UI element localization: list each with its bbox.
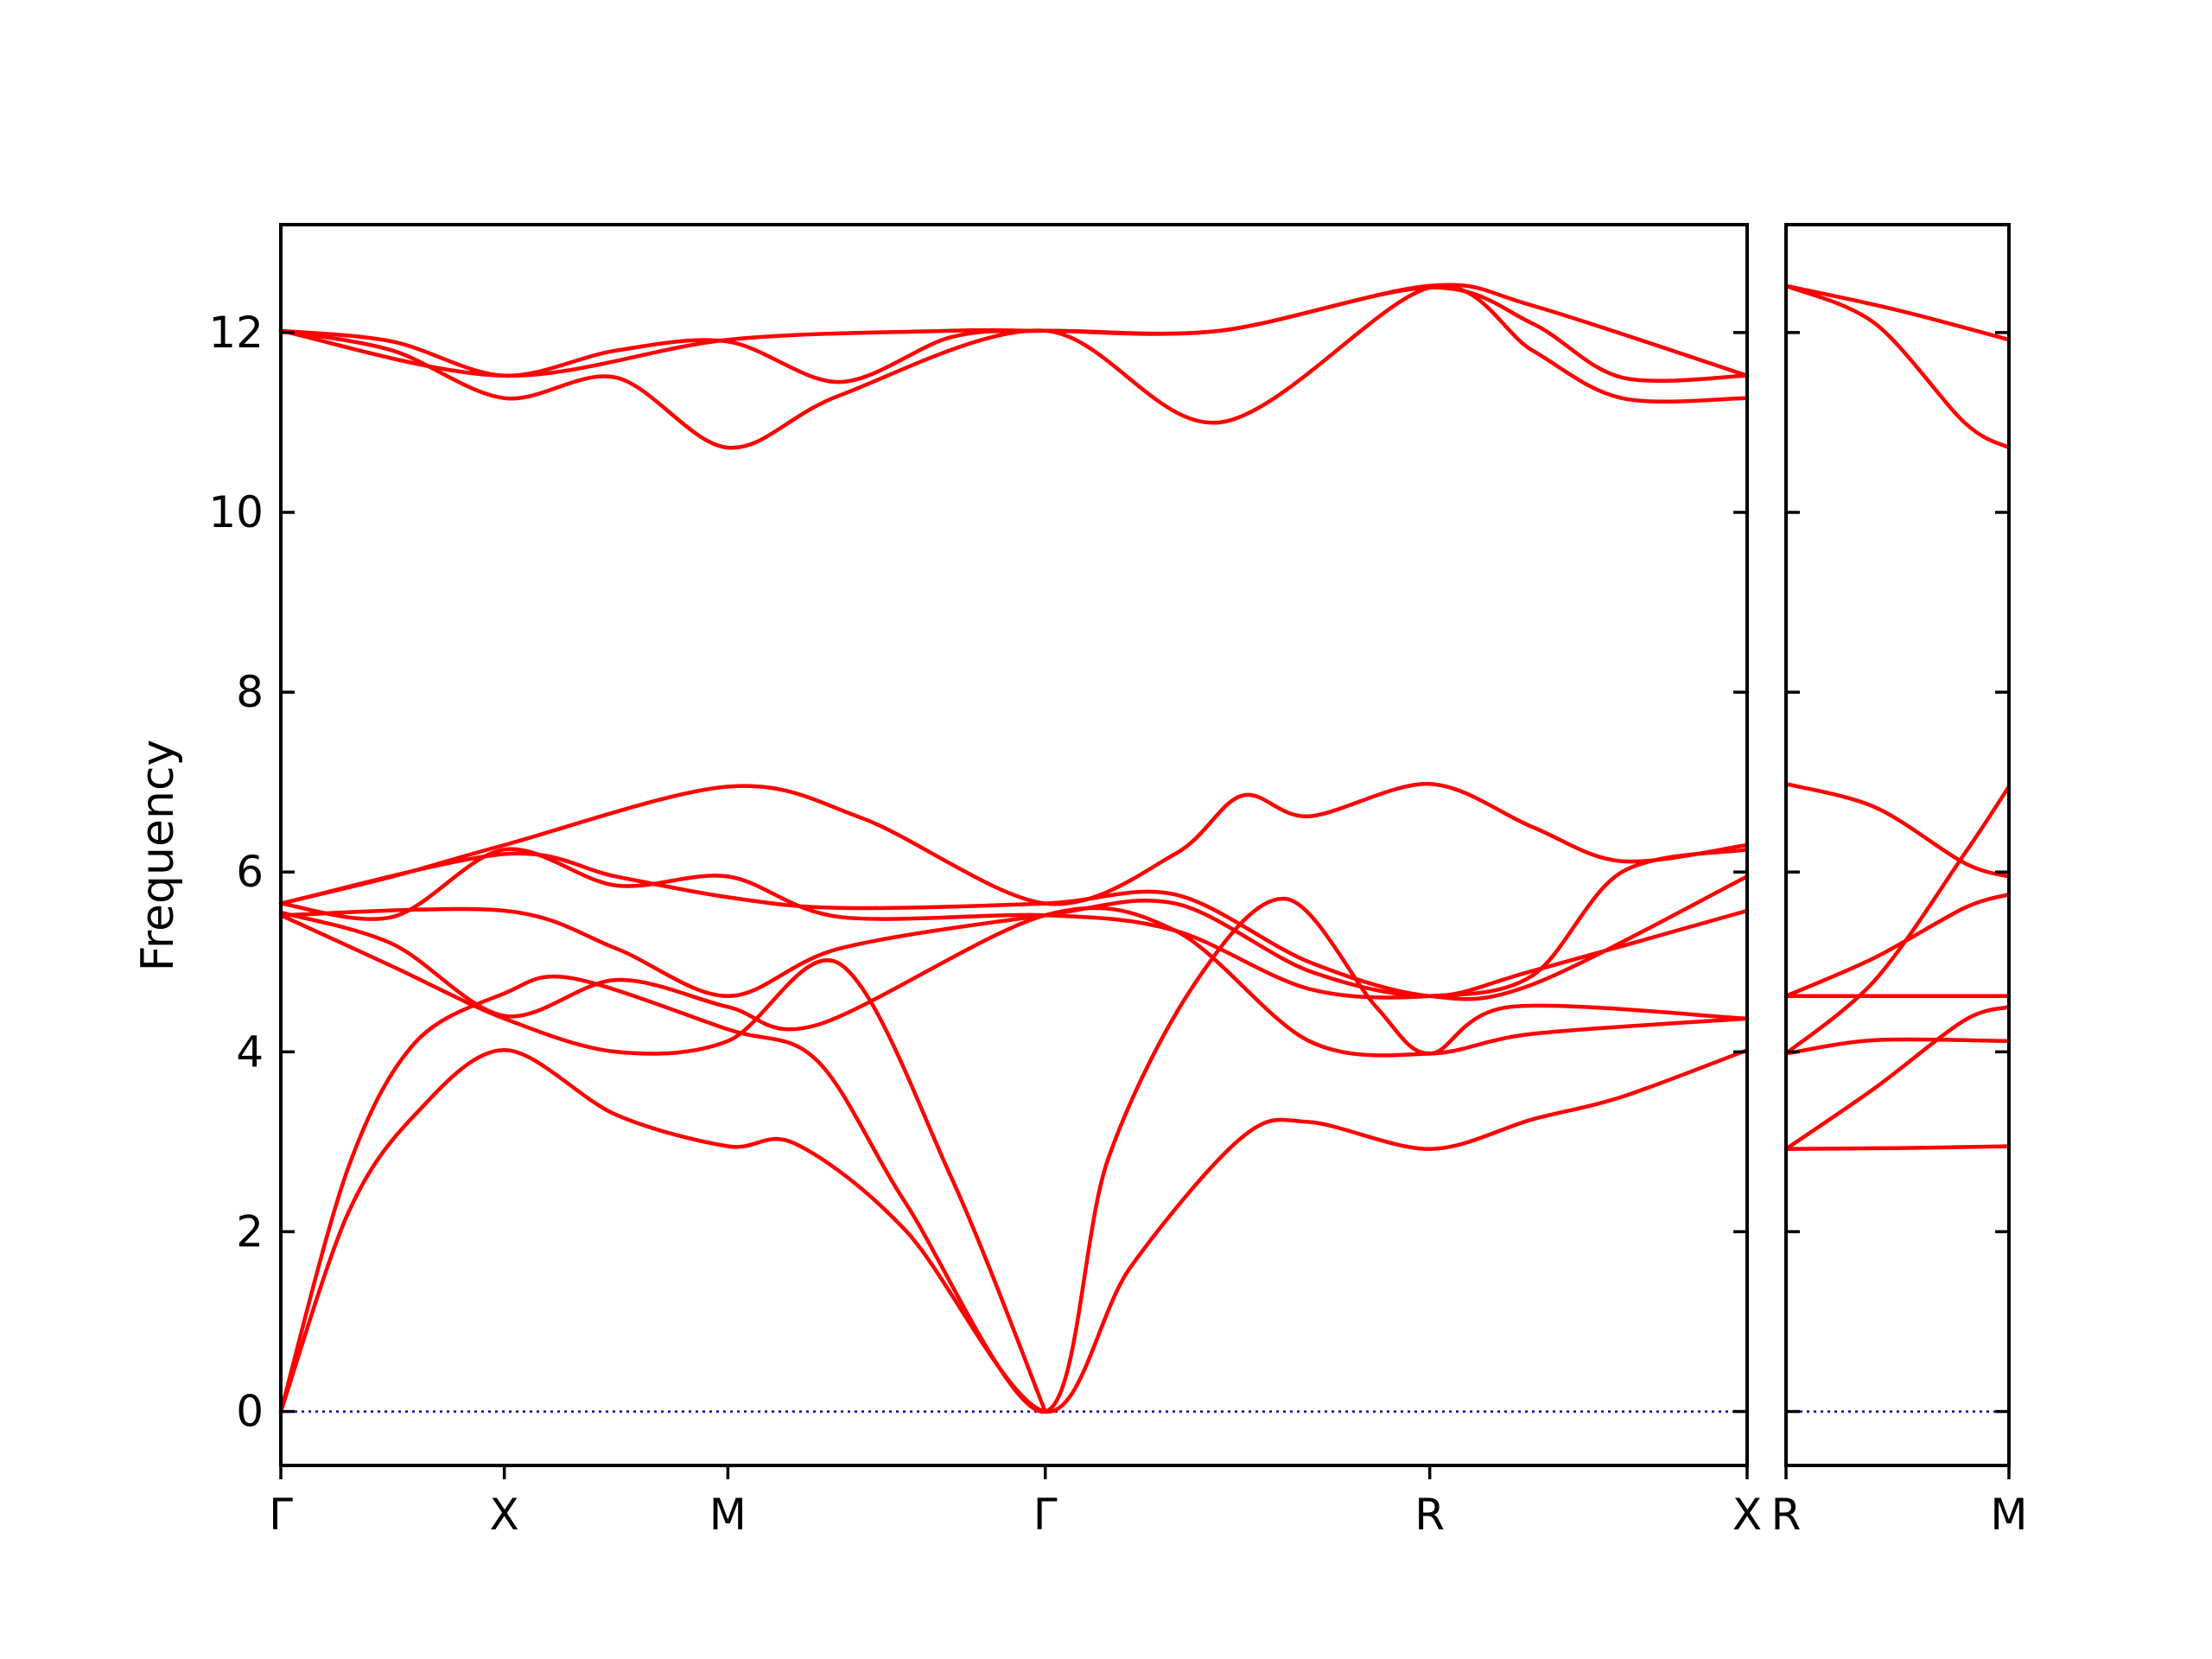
ytick-label: 4 bbox=[236, 1027, 264, 1077]
rm-band-9 bbox=[1783, 283, 2012, 342]
ytick-label: 0 bbox=[236, 1387, 264, 1437]
y-axis-label: Frequency bbox=[132, 740, 184, 972]
main-panel: 0 2 4 6 8 10 12 Γ X M Γ R X bbox=[208, 223, 1762, 1540]
main-band-3 bbox=[278, 912, 1047, 1414]
xtick-label: R bbox=[1414, 1490, 1445, 1540]
rm-band-1 bbox=[1783, 1144, 2012, 1151]
xtick-label: Γ bbox=[269, 1490, 293, 1540]
ytick-label: 6 bbox=[236, 847, 264, 897]
rm-plot-frame bbox=[1784, 223, 2011, 1467]
main-band-10 bbox=[278, 285, 1750, 385]
main-band-4 bbox=[278, 906, 1750, 1058]
ytick-label: 2 bbox=[236, 1206, 264, 1256]
rm-band-4 bbox=[1783, 785, 2012, 1056]
rm-band-2 bbox=[1783, 1005, 2012, 1151]
main-band-11 bbox=[278, 283, 1750, 378]
rm-band-8 bbox=[1783, 283, 2012, 450]
rm-band-6 bbox=[1783, 892, 2012, 999]
xtick-label: R bbox=[1771, 1490, 1802, 1540]
main-plot-frame bbox=[279, 223, 1749, 1467]
main-band-2 bbox=[278, 896, 1750, 1414]
ytick-label: 10 bbox=[208, 487, 264, 537]
main-band-8 bbox=[278, 781, 1750, 906]
main-band-9 bbox=[278, 283, 1750, 450]
xtick-label: X bbox=[1732, 1490, 1762, 1540]
xtick-label: M bbox=[709, 1490, 747, 1540]
rm-band-3 bbox=[1783, 1037, 2012, 1056]
main-band-7 bbox=[278, 847, 1750, 1000]
xtick-label: M bbox=[1990, 1490, 2027, 1540]
xtick-label: X bbox=[490, 1490, 519, 1540]
ytick-label: 12 bbox=[208, 308, 264, 358]
ytick-label: 8 bbox=[236, 667, 264, 717]
main-band-1 bbox=[278, 1048, 1750, 1414]
xtick-label: Γ bbox=[1033, 1490, 1058, 1540]
rm-band-7 bbox=[1783, 781, 2012, 879]
